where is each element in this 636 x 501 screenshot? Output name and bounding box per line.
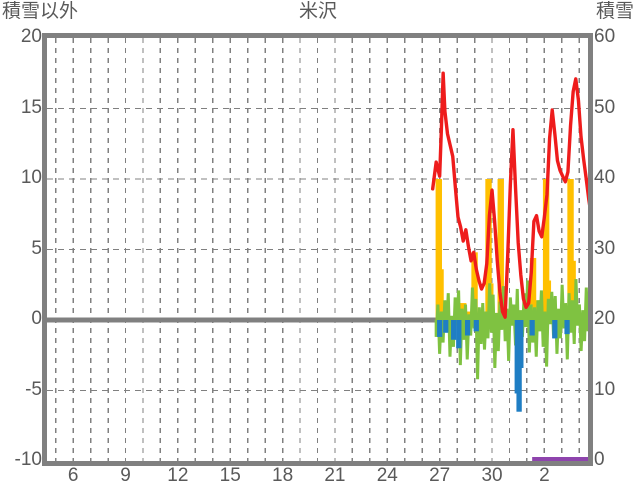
x-axis-tick: 21 xyxy=(324,465,346,486)
y-axis-right-tick: 0 xyxy=(594,449,605,470)
x-axis-tick: 18 xyxy=(272,465,294,486)
chart-gridlines xyxy=(47,38,588,461)
x-axis-tick: 2 xyxy=(539,465,550,486)
x-axis-tick: 15 xyxy=(219,465,241,486)
x-axis-tick: 24 xyxy=(376,465,398,486)
left-axis-title: 積雪以外 xyxy=(2,1,79,22)
y-axis-right-tick: 50 xyxy=(594,96,616,118)
y-axis-left-tick: 5 xyxy=(31,237,42,259)
y-axis-left-tick: 0 xyxy=(31,308,42,329)
x-axis-tick: 12 xyxy=(167,465,189,486)
y-axis-left-tick: -10 xyxy=(14,449,42,470)
plot-area xyxy=(47,38,588,461)
x-axis-tick: 6 xyxy=(67,465,79,486)
x-axis-tick: 30 xyxy=(481,465,503,486)
x-axis-tick: 27 xyxy=(429,465,451,486)
y-axis-right-tick: 20 xyxy=(594,308,616,329)
y-axis-left-tick: 15 xyxy=(20,96,42,118)
x-axis-tick: 9 xyxy=(120,465,131,486)
y-axis-right-tick: 30 xyxy=(594,237,616,259)
right-axis-title: 積雪 xyxy=(595,1,634,22)
y-axis-right-tick: 60 xyxy=(594,26,616,47)
y-axis-left-tick: 10 xyxy=(20,167,42,188)
y-axis-right-tick: 40 xyxy=(594,167,616,188)
chart-series xyxy=(430,71,588,461)
y-axis-right-tick: 10 xyxy=(594,378,616,400)
y-axis-left-tick: -5 xyxy=(25,378,42,400)
y-axis-left-tick: 20 xyxy=(20,26,42,47)
page-title: 米沢 xyxy=(298,1,337,22)
